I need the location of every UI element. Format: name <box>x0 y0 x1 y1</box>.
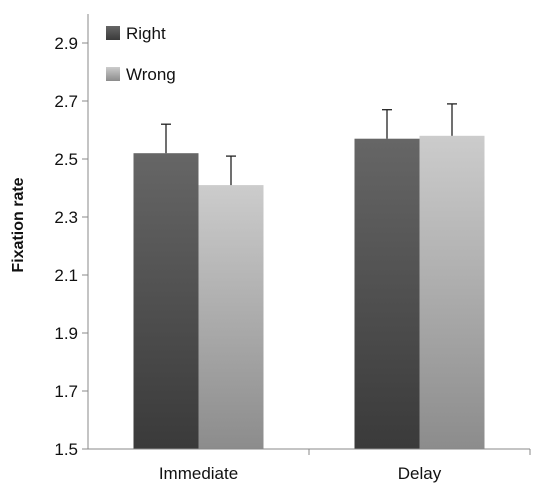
legend-swatch-wrong <box>106 67 120 81</box>
legend-label-wrong: Wrong <box>126 65 176 84</box>
x-category-label: Delay <box>398 464 442 483</box>
legend-label-right: Right <box>126 24 166 43</box>
y-tick-label: 1.5 <box>54 440 78 459</box>
y-tick-label: 2.5 <box>54 150 78 169</box>
x-category-label: Immediate <box>159 464 238 483</box>
y-tick-label: 1.7 <box>54 382 78 401</box>
y-tick-label: 1.9 <box>54 324 78 343</box>
legend-swatch-right <box>106 26 120 40</box>
y-axis-title: Fixation rate <box>10 177 27 272</box>
y-tick-label: 2.9 <box>54 34 78 53</box>
error-bars-group <box>161 103 457 186</box>
bar-right-immediate <box>133 153 199 449</box>
y-tick-label: 2.3 <box>54 208 78 227</box>
y-tick-label: 2.7 <box>54 92 78 111</box>
bar-wrong-immediate <box>198 185 264 449</box>
bars-group <box>133 135 485 450</box>
axes-lines <box>87 14 531 455</box>
y-axis: 1.5 1.7 1.9 2.1 2.3 2.5 2.7 2.9 <box>54 34 88 459</box>
bar-wrong-delay <box>419 135 485 450</box>
x-axis-categories: Immediate Delay <box>159 464 442 483</box>
bar-right-delay <box>354 138 420 449</box>
legend: Right Wrong <box>106 24 176 84</box>
y-tick-label: 2.1 <box>54 266 78 285</box>
